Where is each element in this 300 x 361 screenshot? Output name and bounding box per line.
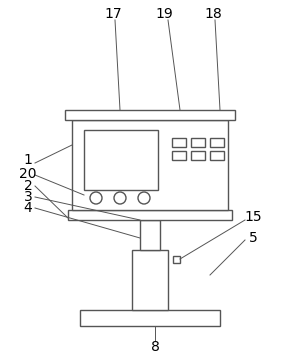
Text: 17: 17 xyxy=(104,7,122,21)
Circle shape xyxy=(138,192,150,204)
Bar xyxy=(140,220,160,250)
Text: 19: 19 xyxy=(155,7,173,21)
Bar xyxy=(210,151,224,160)
Bar xyxy=(172,138,186,147)
Bar xyxy=(173,256,180,263)
Text: 18: 18 xyxy=(204,7,222,21)
Text: 2: 2 xyxy=(24,179,32,193)
Text: 15: 15 xyxy=(244,210,262,224)
Bar xyxy=(65,110,235,120)
Bar xyxy=(68,210,232,220)
Circle shape xyxy=(114,192,126,204)
Bar xyxy=(84,130,158,190)
Text: 1: 1 xyxy=(24,153,32,167)
Text: 5: 5 xyxy=(249,231,257,245)
Text: 8: 8 xyxy=(151,340,159,354)
Bar xyxy=(72,120,228,210)
Bar xyxy=(210,138,224,147)
Bar xyxy=(191,138,205,147)
Bar xyxy=(80,310,220,326)
Circle shape xyxy=(90,192,102,204)
Bar xyxy=(191,151,205,160)
Text: 3: 3 xyxy=(24,190,32,204)
Text: 20: 20 xyxy=(19,167,37,181)
Text: 4: 4 xyxy=(24,201,32,215)
Bar xyxy=(172,151,186,160)
Bar xyxy=(132,250,168,310)
